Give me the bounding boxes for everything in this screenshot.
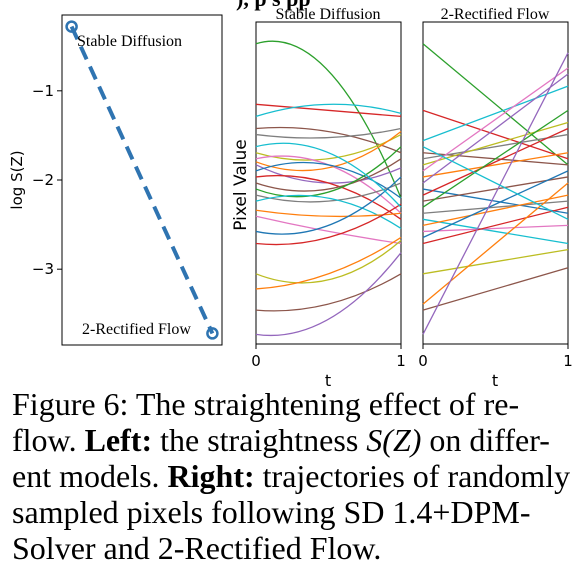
right-trajectory-11	[422, 176, 569, 202]
right-trajectory-16	[422, 224, 569, 233]
left-yticks: −1 −2 −3	[32, 82, 62, 278]
right-trajectory-21	[422, 267, 569, 311]
right-trajectory-13	[422, 200, 569, 214]
right-trajectory-1	[422, 109, 569, 160]
middle-trajectory-10	[255, 174, 402, 220]
middle-trajectories	[255, 40, 402, 336]
right-trajectory-0	[422, 43, 569, 166]
middle-trajectory-16	[255, 215, 402, 245]
caption-line5: Solver and 2-Rectified Flow.	[12, 530, 382, 566]
middle-trajectory-23	[255, 142, 402, 208]
caption-line3-a: ent models.	[12, 458, 168, 494]
annotation-stable-diffusion: Stable Diffusion	[77, 33, 182, 50]
right-trajectory-5	[422, 121, 569, 166]
right-trajectory-14	[422, 218, 569, 245]
right-trajectory-4	[422, 133, 569, 160]
middle-trajectory-13	[255, 182, 402, 203]
middle-trajectory-18	[255, 203, 402, 246]
middle-trajectory-11	[255, 158, 402, 192]
middle-trajectory-19	[255, 240, 402, 284]
right-xtick-label: 0	[418, 352, 428, 370]
figure: ), p s pp log S(Z) −1 −2 −3 Stable Diffusi…	[8, 0, 573, 386]
caption-line4: sampled pixels following SD 1.4+DPM-	[12, 494, 531, 530]
stable-diffusion-marker	[65, 20, 78, 33]
middle-trajectory-2	[255, 103, 402, 118]
right-title: 2-Rectified Flow	[441, 6, 550, 23]
middle-trajectory-15	[255, 209, 402, 218]
left-ytick-label: −3	[32, 260, 54, 278]
annotation-rectified-flow: 2-Rectified Flow	[82, 321, 191, 338]
right-trajectory-23	[422, 146, 569, 220]
middle-trajectory-22	[255, 252, 402, 336]
caption-right-label: Right:	[167, 458, 255, 494]
caption-left-label: Left:	[84, 422, 153, 458]
left-ylabel: log S(Z)	[8, 150, 26, 209]
right-trajectory-7	[422, 152, 569, 178]
right-trajectory-20	[422, 182, 569, 305]
middle-trajectory-4	[255, 127, 402, 139]
middle-xlabel: t	[325, 371, 331, 386]
left-ytick-label: −2	[32, 171, 54, 189]
middle-trajectory-12	[255, 146, 402, 198]
right-trajectory-9	[422, 188, 569, 214]
right-trajectory-10	[422, 127, 569, 196]
left-ytick-label: −1	[32, 82, 54, 100]
middle-trajectory-9	[255, 161, 402, 199]
right-trajectory-2	[422, 85, 569, 142]
right-trajectory-8	[422, 73, 569, 184]
right-trajectory-17	[422, 170, 569, 239]
middle-title: Stable Diffusion	[275, 6, 380, 23]
right-trajectory-6	[422, 67, 569, 172]
middle-trajectory-3	[255, 126, 402, 154]
middle-xtick-label: 1	[396, 352, 406, 370]
caption-left-text-a: the straightness	[152, 422, 367, 458]
middle-trajectory-1	[255, 103, 402, 118]
caption-line3-b: trajectories of randomly	[254, 458, 571, 494]
middle-trajectory-21	[255, 273, 402, 312]
right-trajectory-22	[422, 52, 569, 335]
middle-trajectory-0	[255, 40, 402, 199]
caption-flow: flow.	[12, 422, 85, 458]
rectified-flow-marker	[206, 327, 219, 340]
right-trajectory-18	[422, 206, 569, 245]
right-xtick-label: 1	[563, 352, 573, 370]
middle-trajectory-14	[255, 194, 402, 229]
left-axes-frame	[61, 14, 223, 346]
middle-ylabel: Pixel Value	[231, 139, 251, 230]
right-xlabel: t	[492, 371, 498, 386]
middle-xtick-label: 0	[251, 352, 261, 370]
left-chart: log S(Z) −1 −2 −3 Stable Diffusion 2-Recti…	[8, 14, 223, 346]
right-trajectory-19	[422, 248, 569, 275]
header-fragment: ), p s pp	[236, 0, 311, 11]
right-trajectory-15	[422, 194, 569, 227]
caption-math: S(Z)	[366, 422, 422, 458]
middle-trajectory-7	[255, 131, 402, 172]
figure-caption: Figure 6: The straightening effect of re…	[12, 386, 576, 566]
middle-trajectory-17	[255, 176, 402, 235]
caption-left-text-b: on differ-	[421, 422, 550, 458]
straightness-dashed-line	[69, 25, 215, 335]
right-trajectory-12	[422, 109, 569, 208]
right-trajectories	[422, 43, 569, 335]
middle-trajectory-20	[255, 236, 402, 290]
caption-line1: Figure 6: The straightening effect of re…	[12, 386, 520, 422]
